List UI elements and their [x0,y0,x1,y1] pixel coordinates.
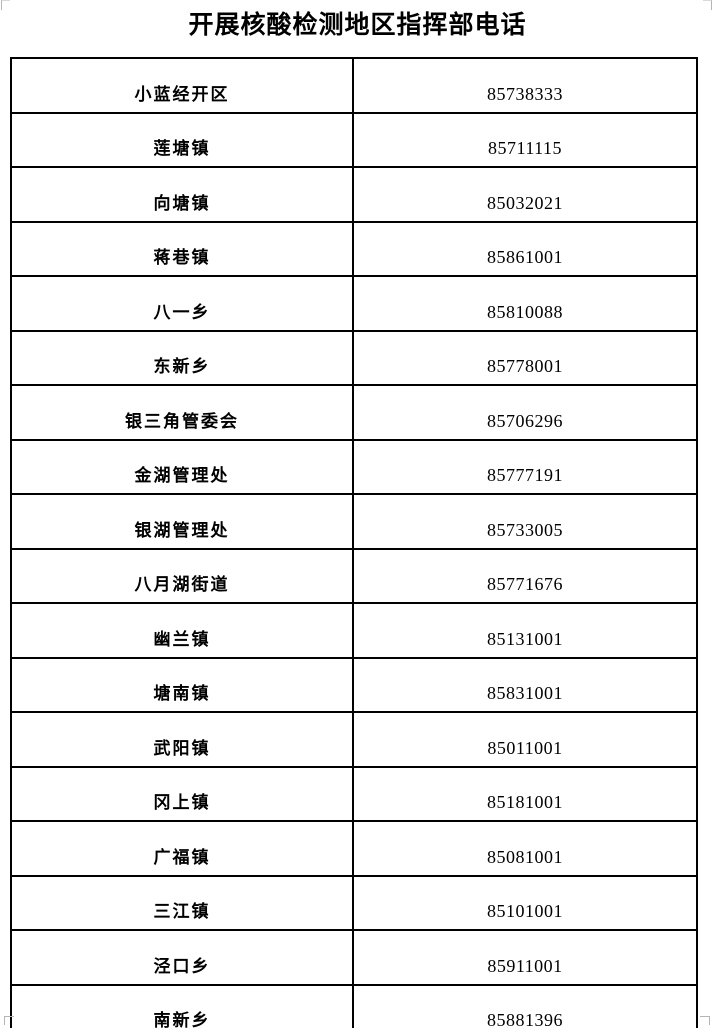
phone-cell: 85738333 [352,57,698,114]
region-cell: 南新乡 [10,983,354,1028]
phone-cell: 85778001 [352,329,698,386]
region-cell: 武阳镇 [10,711,354,768]
region-cell: 冈上镇 [10,765,354,822]
region-cell: 金湖管理处 [10,438,354,495]
table-row: 武阳镇 85011001 [10,711,698,768]
table-row: 莲塘镇 85711115 [10,111,698,168]
region-cell: 八一乡 [10,275,354,332]
region-cell: 广福镇 [10,820,354,877]
phone-cell: 85032021 [352,166,698,223]
region-cell: 八月湖街道 [10,547,354,604]
region-cell: 蒋巷镇 [10,220,354,277]
phone-cell: 85101001 [352,874,698,931]
region-cell: 幽兰镇 [10,602,354,659]
table-row: 银三角管委会 85706296 [10,384,698,441]
region-cell: 三江镇 [10,874,354,931]
region-cell: 向塘镇 [10,166,354,223]
phone-cell: 85181001 [352,765,698,822]
region-cell: 小蓝经开区 [10,57,354,114]
region-cell: 银湖管理处 [10,493,354,550]
table-row: 泾口乡 85911001 [10,929,698,986]
phone-cell: 85081001 [352,820,698,877]
phone-cell: 85771676 [352,547,698,604]
phone-cell: 85810088 [352,275,698,332]
table-row: 幽兰镇 85131001 [10,602,698,659]
table-row: 蒋巷镇 85861001 [10,220,698,277]
page-corner-mark-bottom-right [700,1016,710,1025]
table-row: 八一乡 85810088 [10,275,698,332]
phone-cell: 85131001 [352,602,698,659]
phone-cell: 85733005 [352,493,698,550]
phone-cell: 85861001 [352,220,698,277]
table-row: 三江镇 85101001 [10,874,698,931]
phone-cell: 85706296 [352,384,698,441]
table-row: 银湖管理处 85733005 [10,493,698,550]
table-row: 向塘镇 85032021 [10,166,698,223]
table-row: 冈上镇 85181001 [10,765,698,822]
phone-cell: 85831001 [352,656,698,713]
table-row: 金湖管理处 85777191 [10,438,698,495]
phone-cell: 85777191 [352,438,698,495]
table-row: 南新乡 85881396 [10,983,698,1028]
phone-cell: 85881396 [352,983,698,1028]
region-cell: 塘南镇 [10,656,354,713]
phone-table: 小蓝经开区 85738333 莲塘镇 85711115 向塘镇 85032021 蒋巷镇 85… [10,57,698,1028]
page-title: 开展核酸检测地区指挥部电话 [188,11,527,39]
phone-cell: 85011001 [352,711,698,768]
region-cell: 银三角管委会 [10,384,354,441]
table-row: 八月湖街道 85771676 [10,547,698,604]
region-cell: 东新乡 [10,329,354,386]
table-row: 东新乡 85778001 [10,329,698,386]
region-cell: 莲塘镇 [10,111,354,168]
phone-cell: 85711115 [352,111,698,168]
table-row: 广福镇 85081001 [10,820,698,877]
table-row: 小蓝经开区 85738333 [10,57,698,114]
table-row: 塘南镇 85831001 [10,656,698,713]
phone-cell: 85911001 [352,929,698,986]
region-cell: 泾口乡 [10,929,354,986]
phone-table-body: 小蓝经开区 85738333 莲塘镇 85711115 向塘镇 85032021 蒋巷镇 85… [10,57,698,1028]
